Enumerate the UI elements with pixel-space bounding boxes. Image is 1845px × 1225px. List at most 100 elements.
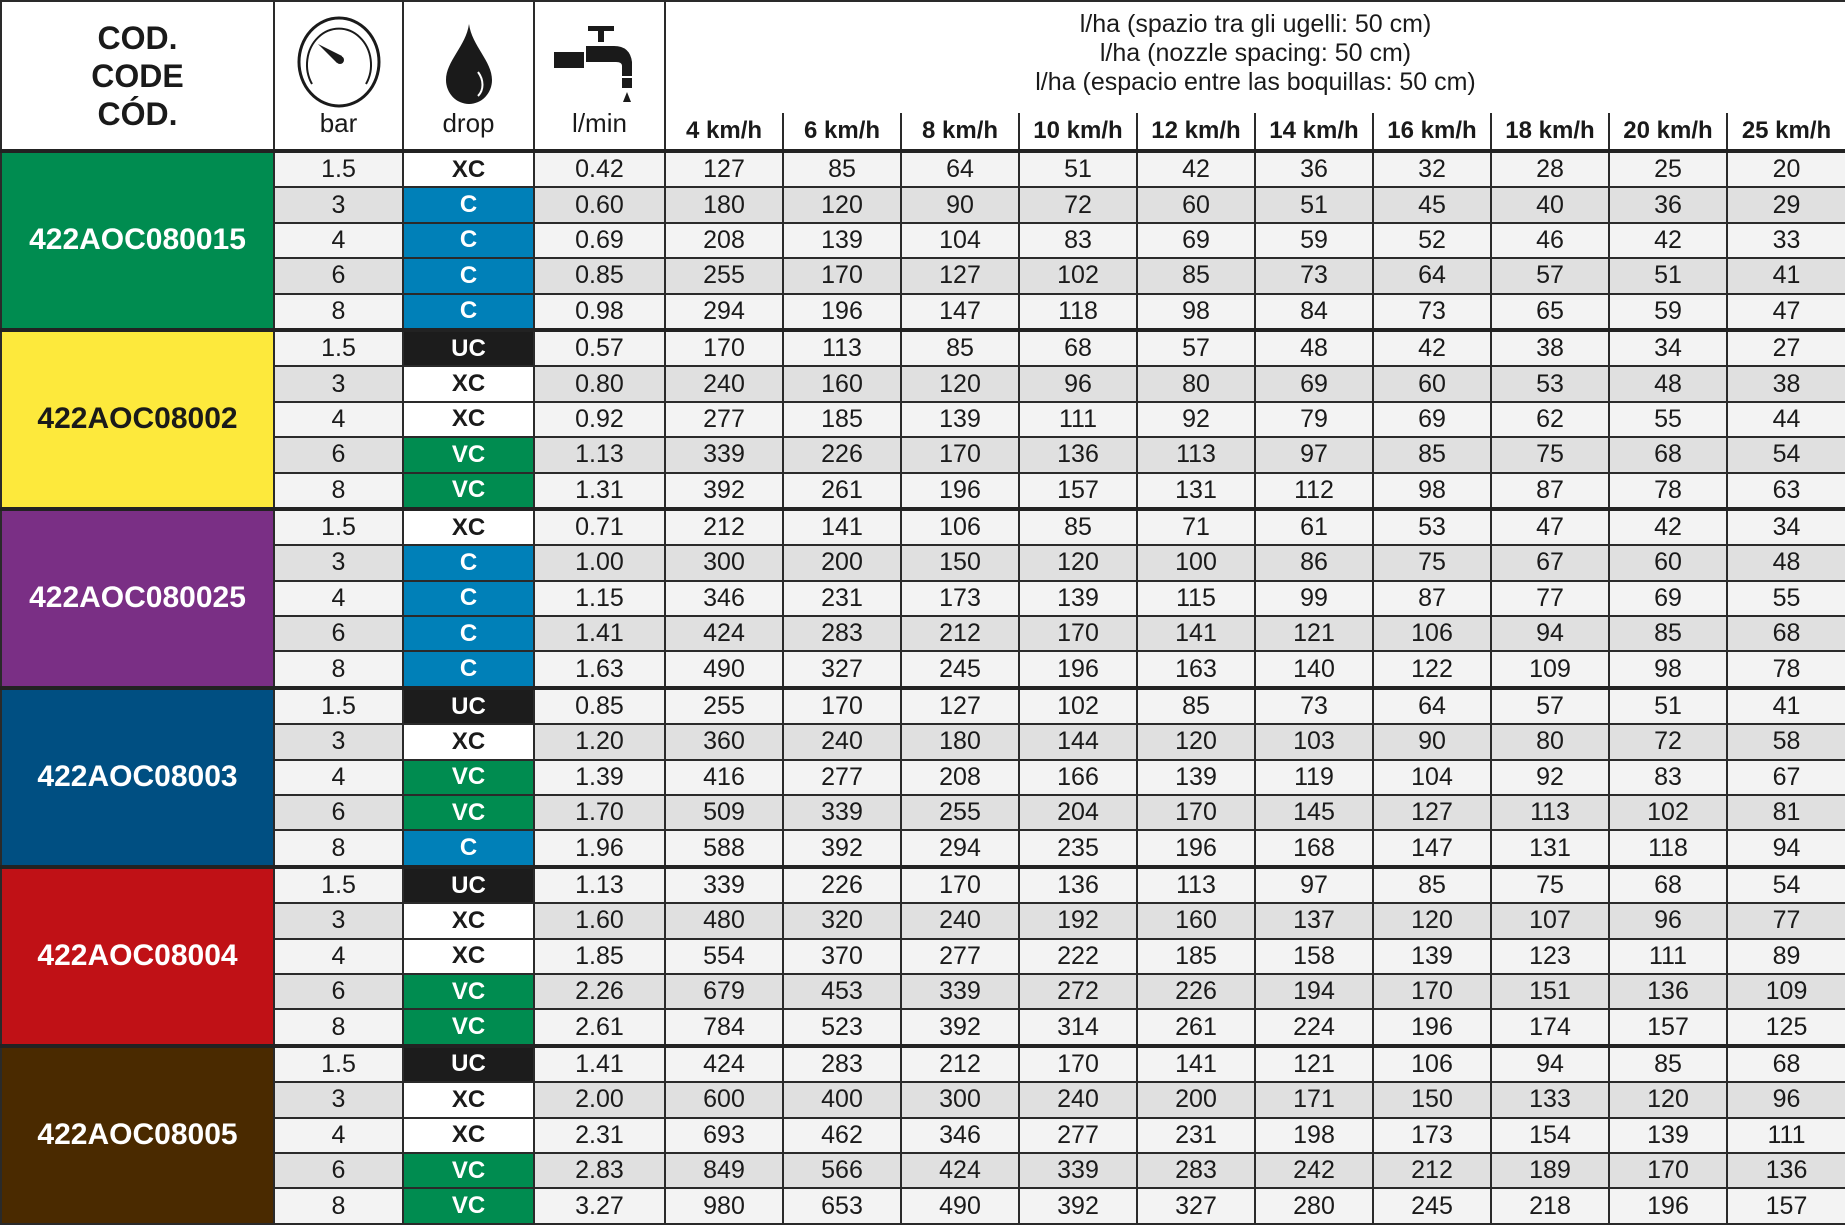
rate-cell: 277	[782, 758, 902, 797]
rate-cell: 53	[1490, 365, 1610, 403]
rate-cell: 158	[1254, 937, 1374, 975]
rate-cell: 55	[1608, 400, 1728, 439]
drop-class-badge: XC	[402, 506, 535, 547]
rate-cell: 34	[1608, 327, 1728, 368]
rate-cell: 173	[900, 579, 1020, 618]
rate-cell: 25	[1608, 148, 1728, 189]
rate-cell: 60	[1136, 186, 1256, 224]
rate-cell: 90	[1372, 723, 1492, 761]
rate-cell: 277	[664, 400, 784, 439]
rate-cell: 85	[1608, 1043, 1728, 1084]
flow-cell: 2.00	[533, 1081, 666, 1119]
rate-cell: 51	[1608, 685, 1728, 726]
speed-header: 20 km/h	[1608, 113, 1728, 152]
drop-class-badge: C	[402, 544, 535, 582]
rate-cell: 679	[664, 972, 784, 1011]
pressure-cell: 6	[273, 436, 404, 474]
drop-class-badge: XC	[402, 937, 535, 975]
pressure-cell: 3	[273, 544, 404, 582]
rate-cell: 106	[900, 506, 1020, 547]
rate-cell: 490	[900, 1187, 1020, 1225]
rate-cell: 136	[1725, 1151, 1845, 1190]
speed-header: 12 km/h	[1136, 113, 1256, 152]
rate-cell: 151	[1490, 972, 1610, 1011]
pressure-gauge-icon	[297, 16, 380, 108]
rate-cell: 170	[900, 436, 1020, 474]
nozzle-code: 422AOC08005	[0, 1043, 275, 1225]
rate-cell: 170	[1018, 1043, 1138, 1084]
pressure-cell: 1.5	[273, 685, 404, 726]
drop-class-badge: C	[402, 829, 535, 868]
table-row: 3 XC 1.20 360 240 180 144 120 103 90 80 72 58	[1, 723, 1845, 761]
flow-cell: 1.39	[533, 758, 666, 797]
drop-class-badge: VC	[402, 1151, 535, 1190]
rate-cell: 127	[664, 148, 784, 189]
bar-header: bar	[273, 0, 404, 152]
rate-cell: 69	[1254, 365, 1374, 403]
nozzle-code: 422AOC080015	[0, 149, 275, 331]
rate-cell: 566	[782, 1151, 902, 1190]
table-row: 6 VC 2.26 679 453 339 272 226 194 170 151 136 109	[1, 972, 1845, 1011]
rate-cell: 104	[900, 221, 1020, 260]
table-row: 6 VC 1.70 509 339 255 204 170 145 127 113 102 81	[1, 794, 1845, 832]
table-row: 8 VC 1.31 392 261 196 157 131 112 98 87 78 63	[1, 471, 1845, 510]
pressure-cell: 1.5	[273, 148, 404, 189]
rate-cell: 192	[1018, 902, 1138, 940]
table-row: 8 VC 2.61 784 523 392 314 261 224 196 174 157 125	[1, 1008, 1845, 1047]
rate-cell: 71	[1136, 506, 1256, 547]
flow-cell: 0.85	[533, 257, 666, 295]
rate-cell: 120	[1608, 1081, 1728, 1119]
rate-cell: 231	[1136, 1116, 1256, 1154]
rate-cell: 111	[1018, 400, 1138, 439]
nozzle-code: 422AOC08004	[0, 864, 275, 1047]
flow-cell: 1.41	[533, 615, 666, 653]
rate-cell: 73	[1254, 257, 1374, 295]
table-row: 8 C 1.63 490 327 245 196 163 140 122 109 98 78	[1, 650, 1845, 689]
drop-class-badge: C	[402, 650, 535, 689]
flow-cell: 0.98	[533, 292, 666, 331]
rate-cell: 509	[664, 794, 784, 832]
rate-cell: 75	[1490, 436, 1610, 474]
rate-cell: 141	[1136, 1043, 1256, 1084]
speed-header: 8 km/h	[900, 113, 1020, 152]
table-row: 3 C 0.60 180 120 90 72 60 51 45 40 36 29	[1, 186, 1845, 224]
rate-cell: 136	[1608, 972, 1728, 1011]
rate-cell: 245	[900, 650, 1020, 689]
flow-cell: 1.96	[533, 829, 666, 868]
rate-cell: 141	[1136, 615, 1256, 653]
rate-cell: 185	[1136, 937, 1256, 975]
rate-cell: 106	[1372, 615, 1492, 653]
rate-cell: 245	[1372, 1187, 1492, 1225]
rate-cell: 300	[900, 1081, 1020, 1119]
nozzle-code: 422AOC080025	[0, 506, 275, 689]
pressure-cell: 4	[273, 1116, 404, 1154]
flow-cell: 0.57	[533, 327, 666, 368]
drop-class-badge: VC	[402, 972, 535, 1011]
rate-cell: 36	[1254, 148, 1374, 189]
rate-cell: 131	[1136, 471, 1256, 510]
rate-cell: 160	[1136, 902, 1256, 940]
rate-cell: 55	[1725, 579, 1845, 618]
rate-cell: 170	[900, 864, 1020, 905]
flow-cell: 2.61	[533, 1008, 666, 1047]
table-row: 6 C 1.41 424 283 212 170 141 121 106 94 85 68	[1, 615, 1845, 653]
table-row: 4 VC 1.39 416 277 208 166 139 119 104 92 83 67	[1, 758, 1845, 797]
rate-cell: 392	[1018, 1187, 1138, 1225]
flow-cell: 1.15	[533, 579, 666, 618]
rate-cell: 261	[782, 471, 902, 510]
drop-class-badge: XC	[402, 400, 535, 439]
table-row: 422AOC080025 1.5 XC 0.71 212 141 106 85 71 61 53 47…	[0, 506, 1845, 689]
drop-class-badge: C	[402, 186, 535, 224]
drop-class-badge: UC	[402, 327, 535, 368]
rate-cell: 113	[782, 327, 902, 368]
rate-cell: 85	[782, 148, 902, 189]
flow-cell: 1.00	[533, 544, 666, 582]
pressure-cell: 8	[273, 650, 404, 689]
rate-cell: 42	[1608, 506, 1728, 547]
nozzle-code: 422AOC08002	[0, 327, 275, 510]
rate-cell: 113	[1136, 864, 1256, 905]
rate-cell: 208	[664, 221, 784, 260]
rate-cell: 222	[1018, 937, 1138, 975]
pressure-cell: 4	[273, 758, 404, 797]
rate-cell: 171	[1254, 1081, 1374, 1119]
